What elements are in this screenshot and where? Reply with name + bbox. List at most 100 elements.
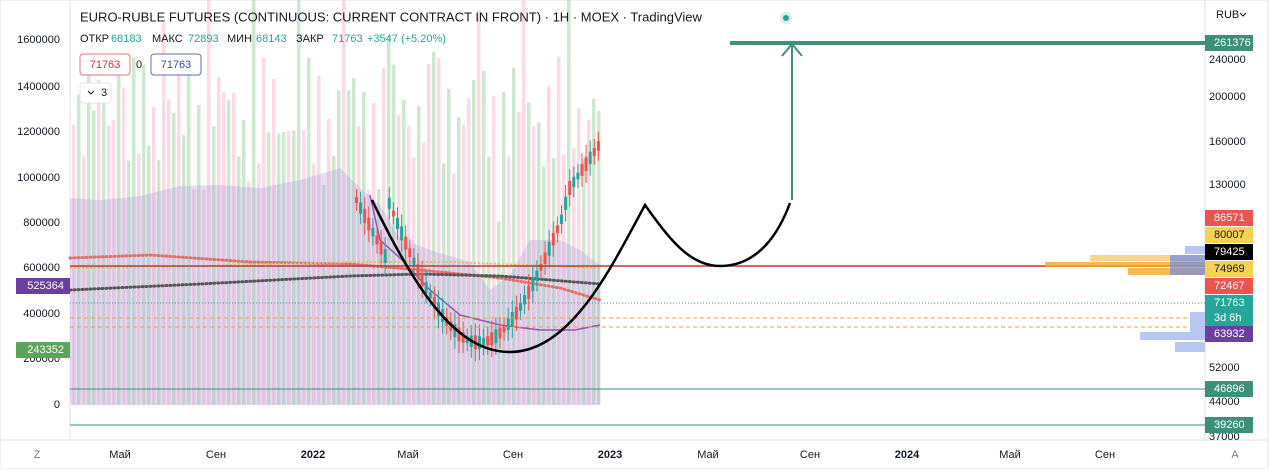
volume-bar (87, 69, 91, 406)
volume-bar (587, 119, 591, 405)
sell-button[interactable] (79, 53, 131, 76)
candle-body (555, 225, 559, 234)
volume-bar (437, 57, 441, 405)
chart-title: EURO-RUBLE FUTURES (CONTINUOUS: CURRENT … (80, 9, 702, 24)
volume-bar (277, 133, 281, 405)
price-axis-label: 44000 (1209, 396, 1240, 408)
volume-bar (292, 130, 296, 405)
volume-bar (102, 100, 106, 406)
volume-bar (392, 64, 396, 405)
candle-body (453, 324, 457, 338)
candle-body (514, 306, 518, 320)
volume-bar (147, 145, 151, 405)
candle-body (375, 235, 379, 245)
legend-change: +3547 (+5.20%) (367, 33, 446, 45)
price-badge (1205, 381, 1253, 397)
volume-badge (16, 278, 70, 294)
currency-selector[interactable]: RUB (1216, 9, 1239, 21)
volume-bar (492, 96, 496, 405)
volume-axis-label: 1600000 (17, 34, 60, 46)
volume-bar (332, 155, 336, 405)
volume-axis-label: 600000 (23, 262, 60, 274)
volume-bar (327, 118, 331, 405)
volume-bar (257, 163, 261, 405)
price-badge (1205, 35, 1253, 51)
candle-body (371, 227, 375, 237)
price-badge-label: 39260 (1214, 419, 1245, 431)
volume-bar (207, 0, 211, 405)
candle-body (367, 217, 371, 231)
candle-body (490, 332, 494, 346)
candle-body (432, 296, 436, 309)
auto-scale-button[interactable]: A (1231, 449, 1239, 461)
volume-bar (352, 78, 356, 405)
volume-bar (252, 0, 256, 405)
candle-body (486, 336, 490, 346)
indicators-count[interactable]: 3 (101, 87, 107, 99)
volume-bar (172, 112, 176, 405)
volume-bar (592, 98, 596, 406)
volume-bar (267, 132, 271, 406)
volume-bar (177, 65, 181, 405)
price-badge (1205, 326, 1253, 342)
sell-price[interactable]: 71763 (90, 59, 121, 71)
volume-bar (522, 0, 526, 405)
time-axis-label: Май (109, 449, 131, 461)
volume-axis-label: 0 (54, 399, 60, 411)
candle-body (510, 312, 514, 326)
time-axis-label: Май (999, 449, 1021, 461)
volume-bar (452, 173, 456, 405)
legend-value: 68143 (256, 33, 287, 45)
volume-bar (247, 181, 251, 405)
candle-body (457, 327, 461, 342)
volume-bar (397, 115, 401, 406)
volume-bar (112, 119, 116, 405)
buy-price[interactable]: 71763 (161, 59, 192, 71)
candle-body (576, 172, 580, 180)
volume-bar (302, 130, 306, 405)
volume-bar (77, 94, 81, 406)
price-badge-label: 72467 (1214, 280, 1245, 292)
volume-bar (272, 78, 276, 405)
price-badge-label: 79425 (1214, 246, 1245, 258)
candle-body (580, 164, 584, 176)
volume-bar (347, 90, 351, 406)
volume-bar (517, 112, 521, 405)
price-badge (1205, 295, 1253, 311)
volume-bar (182, 135, 186, 406)
candle-body (461, 331, 465, 343)
volume-bar (192, 189, 196, 405)
volume-bar (432, 51, 436, 405)
time-axis-label: 2024 (895, 449, 920, 461)
volume-bar (417, 105, 421, 406)
volume-bar (577, 108, 581, 405)
volume-bar (322, 185, 326, 405)
chevron (87, 90, 95, 95)
volume-bar (457, 116, 461, 405)
volume-bar (97, 79, 101, 406)
candle-body (400, 226, 404, 241)
volume-bar (512, 67, 516, 406)
volume-bar (312, 162, 316, 405)
candle-body (379, 241, 383, 255)
buy-button[interactable] (150, 53, 202, 76)
candle-body (359, 202, 363, 214)
candle-body (478, 336, 481, 349)
candle-body (551, 232, 555, 246)
price-badge-label: 71763 (1214, 297, 1245, 309)
timezone-button[interactable]: Z (34, 449, 41, 461)
candle-body (424, 282, 428, 294)
volume-axis-label: 800000 (23, 217, 60, 229)
candle-body (560, 214, 563, 225)
volume-bar (232, 93, 236, 406)
time-axis-label: Май (697, 449, 719, 461)
volume-bar (217, 76, 221, 406)
price-axis-label: 160000 (1209, 136, 1246, 148)
price-axis-label: 37000 (1209, 431, 1240, 443)
indicators-toggle[interactable] (79, 82, 112, 104)
volume-bar (372, 103, 376, 405)
price-axis-label: 240000 (1209, 54, 1246, 66)
candle-body (420, 272, 424, 287)
price-badge-label: 63932 (1214, 328, 1245, 340)
price-axis-label: 200000 (1209, 91, 1246, 103)
